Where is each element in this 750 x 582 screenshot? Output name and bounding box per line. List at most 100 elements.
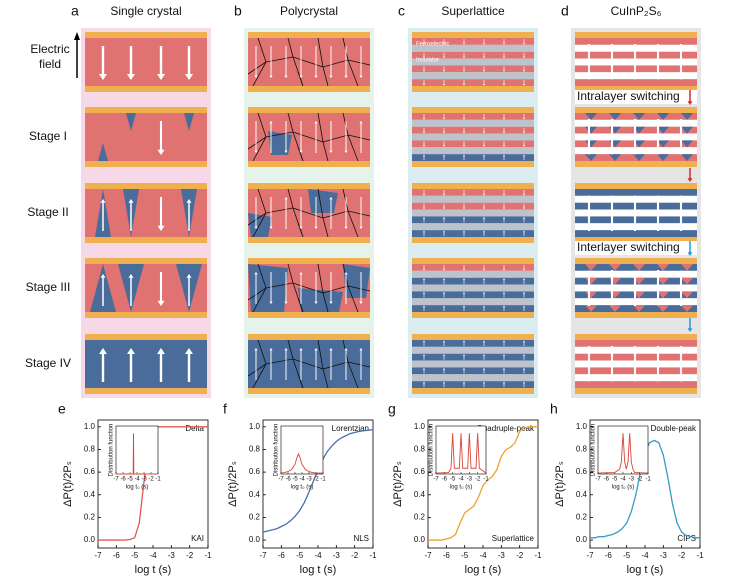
switched-region [609,154,621,161]
arrow-head [359,348,363,351]
switched-region [657,264,669,271]
arrow-head [462,367,466,370]
inset-x-tick-label: -3 [306,477,312,483]
arrow-head [482,268,486,271]
x-tick-label: -2 [678,551,686,560]
arrow-head [422,305,426,308]
inset-x-tick-label: -4 [134,477,140,483]
grain-boundary [247,136,267,150]
arrow-head [482,354,486,356]
arrow-head [329,301,333,304]
y-tick-label: 0.4 [84,490,96,499]
domain [85,38,207,86]
arrow-head [442,230,446,233]
arrow-head [422,193,426,196]
inset-y-label: Distribution function [591,424,597,477]
nucleus [98,143,108,161]
grain-boundary [317,339,324,370]
arrow-head [329,197,333,200]
electrode [248,258,370,264]
ferroelectric-layer [575,230,697,237]
ferroelectric-layer [575,38,697,45]
inset-x-tick-label: -7 [113,477,119,483]
insulator-layer [412,209,534,217]
arrow-head [608,376,616,382]
arrow-head [442,367,446,370]
electrode [412,334,534,340]
grain-boundary [265,358,294,365]
x-tick-label: -6 [605,551,613,560]
row-label: Stage III [26,280,71,294]
panel-letter: d [561,3,569,19]
arrow-head [654,376,662,382]
arrow-head [462,70,466,72]
grain-boundary [247,287,267,301]
x-tick-label: -7 [259,551,267,560]
insulator-layer [412,147,534,155]
arrow-head [631,195,639,201]
grain-boundary [347,210,371,217]
y-tick-label: 0.6 [576,467,588,476]
arrow-head [442,56,446,59]
arrow-head [687,252,693,256]
arrow-head [422,56,426,59]
arrow-head [359,75,363,78]
arrow-head [502,145,506,147]
grain-boundary [252,212,267,238]
arrow-head [100,274,106,278]
arrow-head [442,154,446,157]
arrow-head [608,74,616,80]
arrow-head [677,376,685,382]
arrow-head [482,340,486,343]
x-tick-label: -4 [149,551,157,560]
insulator-layer [412,223,534,231]
arrow-head [522,117,526,120]
switched-region [633,305,645,312]
grain-boundary [292,358,324,370]
electrode [248,107,370,113]
y-axis-label: ΔP(t)/2Pₛ [227,461,239,507]
arrow-head [422,145,426,147]
inset-x-tick-label: -1 [155,477,161,483]
arrow-head [608,149,616,155]
grain-boundary [292,131,324,143]
inset-x-tick-label: -2 [475,477,481,483]
electrode [85,258,207,264]
arrow-head [185,74,193,80]
switched-region [657,126,669,134]
arrow-head [522,291,526,294]
arrow-head [677,149,685,155]
y-tick-label: 0.2 [414,513,426,522]
x-axis-label: log t (s) [300,564,337,576]
grain-boundary [342,37,349,61]
y-tick-label: 0.2 [576,513,588,522]
x-tick-label: -5 [131,551,139,560]
y-tick-label: 0.6 [84,467,96,476]
arrow-head [314,301,318,304]
arrow-head [482,193,486,196]
grain-boundary [257,339,267,365]
switched-region [681,140,693,148]
switched-region [657,154,669,161]
arrow-head [442,216,446,219]
arrow-head [442,381,446,384]
switched-region [609,264,621,271]
arrow-head [422,268,426,271]
arrow-head [157,149,165,155]
arrow-head [422,42,426,45]
switched-region [681,113,693,120]
arrow-head [254,150,258,153]
label-bg [575,90,697,104]
arrow-head [462,193,466,196]
x-tick-label: -3 [333,551,341,560]
arrow-head [422,154,426,157]
annotation: Quadruple-peak [477,424,535,433]
grain-boundary [317,37,324,68]
arrow-head [522,381,526,384]
electrode [412,237,534,243]
arrow-head [269,75,273,78]
x-tick-label: -5 [461,551,469,560]
grain-boundary [247,212,267,226]
arrow-head [422,216,426,219]
grain-boundary [265,131,294,138]
